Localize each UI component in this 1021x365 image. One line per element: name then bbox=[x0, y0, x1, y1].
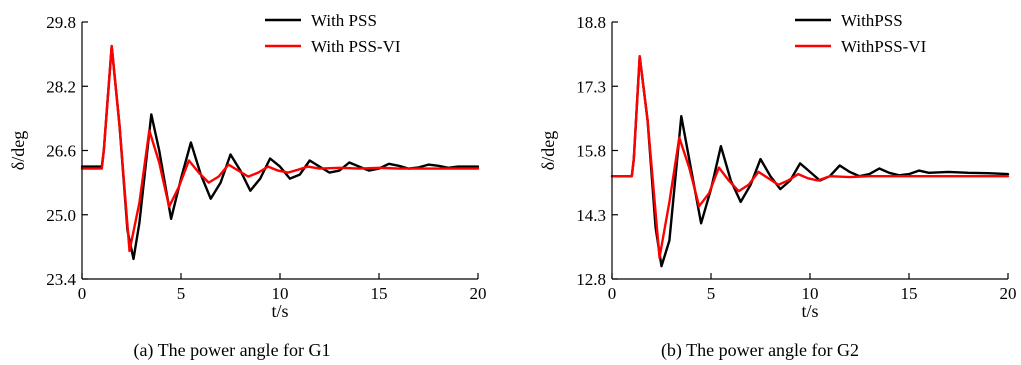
y-tick-label: 15.8 bbox=[576, 142, 606, 161]
chart-caption: (a) The power angle for G1 bbox=[133, 340, 330, 361]
x-tick-label: 15 bbox=[371, 284, 388, 303]
x-axis-label: t/s bbox=[271, 301, 288, 321]
y-tick-label: 23.4 bbox=[46, 270, 76, 289]
x-tick-label: 10 bbox=[272, 284, 289, 303]
y-tick-label: 29.8 bbox=[46, 13, 76, 32]
legend-label-with-pss: WithPSS bbox=[841, 11, 903, 30]
chart-g1-power-angle: 23.4 25.0 26.6 28.2 29.8 0 5 10 15 20 t/s δ/deg With… bbox=[8, 11, 487, 361]
x-tick-label: 20 bbox=[1000, 284, 1017, 303]
series-line-with-pss bbox=[80, 44, 480, 261]
series-line-with-pss bbox=[610, 55, 1010, 268]
y-tick-label: 25.0 bbox=[46, 206, 76, 225]
y-tick-label: 14.3 bbox=[576, 206, 606, 225]
chart-g2-power-angle: 12.8 14.3 15.8 17.3 18.8 0 5 10 15 20 t/s δ/deg With… bbox=[538, 11, 1017, 361]
y-tick-label: 17.3 bbox=[576, 77, 606, 96]
y-tick-label: 12.8 bbox=[576, 270, 606, 289]
legend-label-with-pss-vi: With PSS-VI bbox=[311, 37, 401, 56]
y-tick-label: 18.8 bbox=[576, 13, 606, 32]
chart-caption: (b) The power angle for G2 bbox=[661, 340, 859, 361]
x-tick-label: 0 bbox=[608, 284, 617, 303]
series-line-with-pss-vi bbox=[80, 44, 480, 253]
y-tick-label: 28.2 bbox=[46, 77, 76, 96]
y-axis-label: δ/deg bbox=[8, 131, 28, 170]
x-tick-label: 10 bbox=[802, 284, 819, 303]
x-tick-label: 5 bbox=[707, 284, 716, 303]
x-tick-label: 20 bbox=[470, 284, 487, 303]
legend-label-with-pss: With PSS bbox=[311, 11, 377, 30]
x-axis-label: t/s bbox=[801, 301, 818, 321]
x-tick-label: 0 bbox=[78, 284, 87, 303]
series-line-with-pss-vi bbox=[610, 55, 1010, 259]
legend-label-with-pss-vi: WithPSS-VI bbox=[841, 37, 927, 56]
y-tick-label: 26.6 bbox=[46, 142, 76, 161]
y-axis-label: δ/deg bbox=[538, 131, 558, 170]
x-tick-label: 5 bbox=[177, 284, 186, 303]
x-tick-label: 15 bbox=[901, 284, 918, 303]
